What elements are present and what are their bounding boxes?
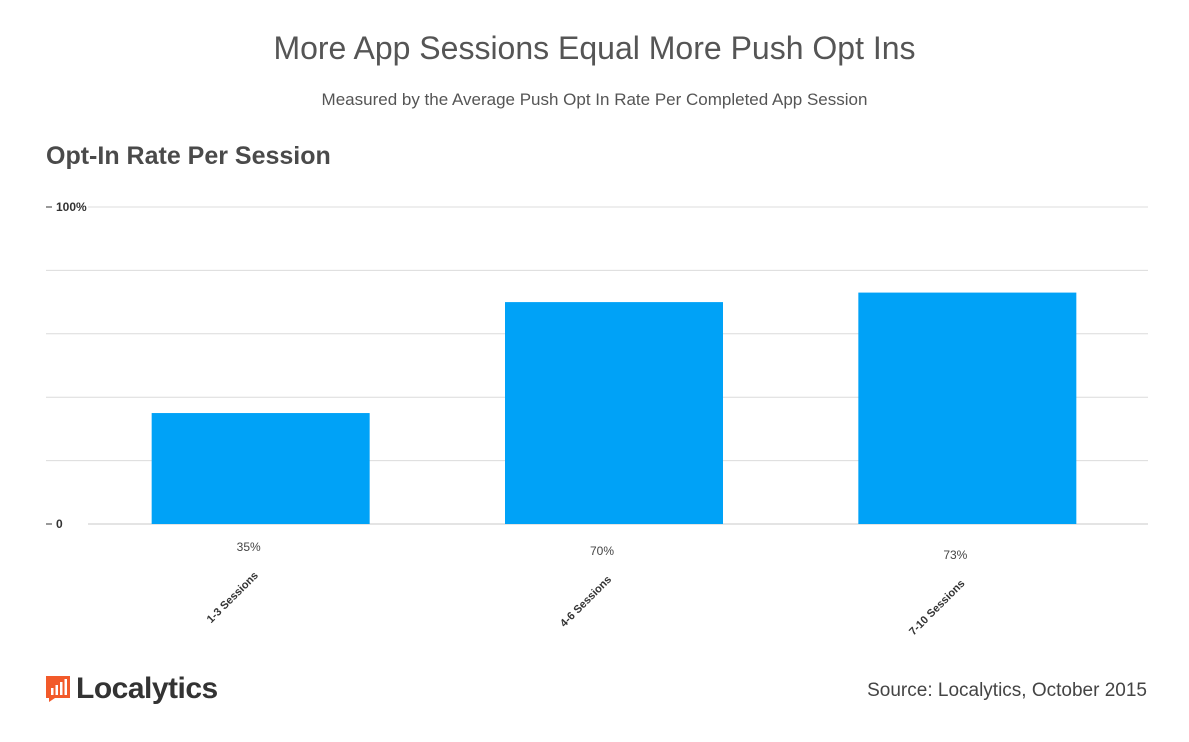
x-category-label: 1-3 Sessions xyxy=(205,570,261,626)
chart-subtitle: Measured by the Average Push Opt In Rate… xyxy=(321,90,868,109)
x-category-label: 4-6 Sessions xyxy=(558,574,614,630)
chart-heading: Opt-In Rate Per Session xyxy=(46,142,331,170)
bar-value-label: 70% xyxy=(590,544,614,558)
y-tick-label: 100% xyxy=(56,200,87,214)
chart-title: More App Sessions Equal More Push Opt In… xyxy=(273,30,916,66)
bar xyxy=(505,302,723,524)
y-tick-label: 0 xyxy=(56,517,63,531)
x-category-label: 7-10 Sessions xyxy=(907,578,967,638)
bar-chart-logo-icon xyxy=(46,676,70,702)
bar xyxy=(151,413,370,524)
localytics-logo: Localytics xyxy=(46,672,218,706)
source-note: Source: Localytics, October 2015 xyxy=(867,680,1147,701)
bar xyxy=(858,292,1077,524)
logo-text: Localytics xyxy=(76,672,218,705)
bar-value-label: 35% xyxy=(237,540,261,554)
bar-value-label: 73% xyxy=(943,548,967,562)
